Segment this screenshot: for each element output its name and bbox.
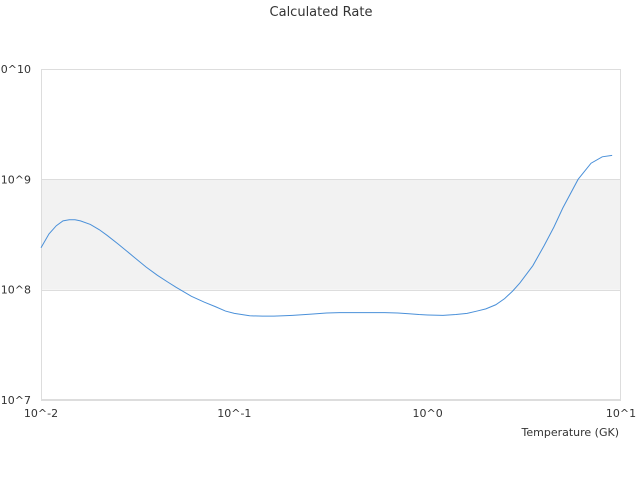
- x-tick-label: 10^-2: [24, 407, 58, 420]
- plot-area: [41, 69, 621, 400]
- x-tick-label: 10^1: [606, 407, 636, 420]
- y-tick-label: 10^9: [1, 173, 31, 186]
- x-tick-label: 10^0: [413, 407, 443, 420]
- y-tick-label: 10^10: [0, 63, 31, 76]
- y-axis-ticks: 10^7 10^8 10^9 10^10: [0, 63, 31, 407]
- series-layer: [40, 154, 613, 317]
- x-tick-label: 10^-1: [217, 407, 251, 420]
- band: [41, 179, 621, 290]
- chart-title: Calculated Rate: [270, 5, 373, 20]
- y-tick-label: 10^7: [1, 394, 31, 407]
- x-axis-ticks: 10^-2 10^-1 10^0 10^1: [24, 407, 636, 420]
- x-axis-label: Temperature (GK): [521, 426, 620, 439]
- series-line-0: [40, 154, 613, 317]
- y-tick-label: 10^8: [1, 284, 31, 297]
